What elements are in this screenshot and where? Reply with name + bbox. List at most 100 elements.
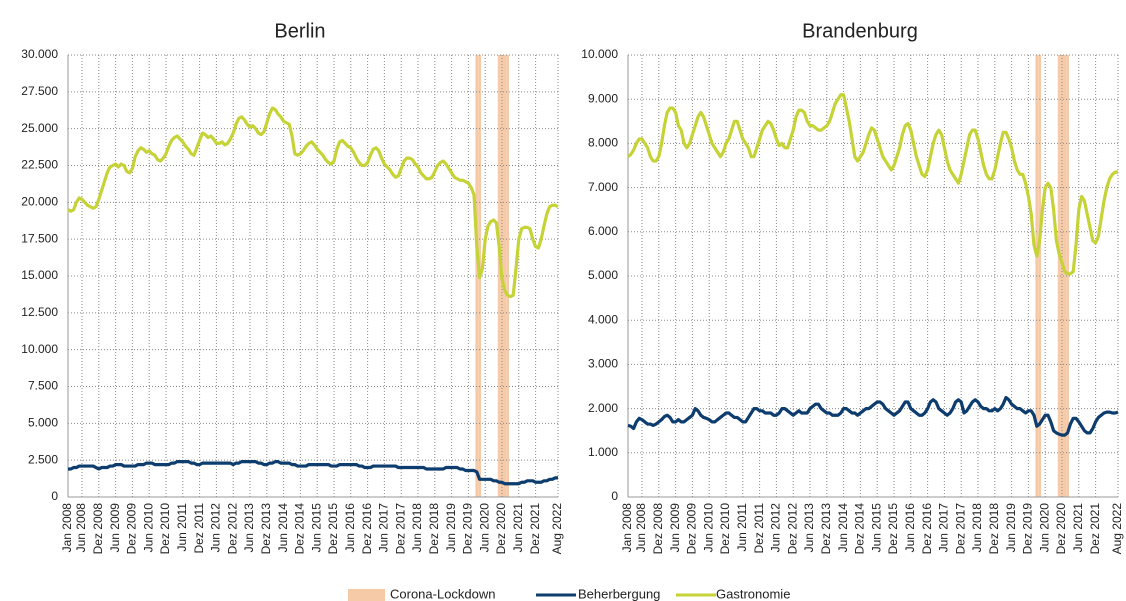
x-tick-label: Aug 2022 [1110,503,1124,555]
x-tick-label: Dez 2012 [225,503,239,555]
x-tick-label: Dez 2015 [326,503,340,555]
y-tick-label: 4.000 [588,312,618,326]
x-tick-label: Jun 2021 [511,503,525,553]
x-tick-label: Jun 2009 [108,503,122,553]
x-tick-label: Jun 2016 [343,503,357,553]
y-tick-label: 0 [51,489,58,503]
y-tick-label: 6.000 [588,224,618,238]
x-tick-label: Dez 2020 [1054,503,1068,555]
y-tick-label: 30.000 [21,47,58,61]
x-tick-label: Dez 2012 [785,503,799,555]
x-tick-label: Jun 2013 [802,503,816,553]
x-tick-label: Jun 2020 [1037,503,1051,553]
lockdown-bar [1063,55,1067,497]
x-tick-label: Jun 2019 [444,503,458,553]
x-tick-label: Jun 2009 [668,503,682,553]
y-tick-label: 15.000 [21,268,58,282]
x-tick-label: Jun 2012 [209,503,223,553]
x-tick-label: Dez 2014 [853,503,867,555]
y-tick-label: 9.000 [588,91,618,105]
y-tick-label: 3.000 [588,357,618,371]
x-tick-label: Dez 2009 [685,503,699,555]
x-tick-label: Jan 2008 [60,503,74,553]
x-tick-label: Dez 2018 [427,503,441,555]
legend-label: Gastronomie [716,586,790,601]
legend-swatch [348,589,385,601]
y-tick-label: 8.000 [588,136,618,150]
legend-label: Beherbergung [578,586,660,601]
y-tick-label: 10.000 [21,342,58,356]
x-tick-label: Dez 2008 [651,503,665,555]
x-tick-label: Dez 2020 [494,503,508,555]
x-tick-label: Jun 2013 [242,503,256,553]
x-tick-label: Dez 2016 [920,503,934,555]
x-tick-label: Jun 2014 [836,503,850,553]
series-line [68,460,558,486]
y-tick-label: 7.000 [588,180,618,194]
y-tick-label: 5.000 [28,416,58,430]
y-tick-label: 10.000 [581,47,618,61]
x-tick-label: Jun 2012 [769,503,783,553]
x-tick-label: Dez 2013 [819,503,833,555]
y-tick-label: 12.500 [21,305,58,319]
y-tick-label: 2.000 [588,401,618,415]
y-tick-label: 17.500 [21,231,58,245]
y-tick-label: 25.000 [21,121,58,135]
x-tick-label: Jun 2008 [74,503,88,553]
x-tick-label: Jun 2011 [735,503,749,552]
series-line [627,395,1119,437]
lockdown-bar [1057,55,1061,497]
lockdown-bar [506,55,509,497]
x-tick-label: Jun 2019 [1004,503,1018,553]
x-tick-label: Dez 2021 [1088,503,1102,555]
x-tick-label: Jun 2010 [701,503,715,553]
x-tick-label: Jun 2021 [1071,503,1085,553]
x-tick-label: Jun 2017 [377,503,391,553]
y-tick-label: 2.500 [28,452,58,466]
legend-label: Corona-Lockdown [390,586,496,601]
x-tick-label: Dez 2008 [91,503,105,555]
lockdown-bar [497,55,501,497]
x-tick-label: Dez 2010 [718,503,732,555]
x-tick-label: Jun 2008 [634,503,648,553]
x-tick-label: Dez 2016 [360,503,374,555]
x-tick-label: Jun 2015 [309,503,323,553]
x-tick-label: Jun 2018 [970,503,984,553]
x-tick-label: Dez 2018 [987,503,1001,555]
y-tick-label: 1.000 [588,445,618,459]
x-tick-label: Dez 2013 [259,503,273,555]
chart-title: Berlin [274,20,325,42]
y-tick-label: 22.500 [21,158,58,172]
x-tick-label: Jun 2018 [410,503,424,553]
x-tick-label: Dez 2011 [192,503,206,554]
x-tick-label: Aug 2022 [550,503,564,555]
x-tick-label: Dez 2017 [393,503,407,555]
chart-title: Brandenburg [802,20,918,42]
lockdown-bar [503,55,507,497]
x-tick-label: Jun 2014 [276,503,290,553]
x-tick-label: Dez 2015 [886,503,900,555]
x-tick-label: Jun 2011 [175,503,189,552]
x-tick-label: Dez 2009 [125,503,139,555]
lockdown-bar [1066,55,1069,497]
y-tick-label: 0 [611,489,618,503]
x-tick-label: Jun 2015 [869,503,883,553]
x-tick-label: Dez 2010 [158,503,172,555]
x-tick-label: Dez 2014 [293,503,307,555]
x-tick-label: Dez 2019 [461,503,475,555]
x-tick-label: Jun 2010 [141,503,155,553]
y-tick-label: 7.500 [28,379,58,393]
y-tick-label: 5.000 [588,268,618,282]
x-tick-label: Jan 2008 [620,503,634,553]
series-line [67,106,559,299]
y-tick-label: 20.000 [21,195,58,209]
y-tick-label: 27.500 [21,84,58,98]
x-tick-label: Jun 2016 [903,503,917,553]
x-tick-label: Dez 2011 [752,503,766,554]
x-tick-label: Dez 2021 [528,503,542,555]
x-tick-label: Jun 2017 [937,503,951,553]
lockdown-bar [1060,55,1064,497]
series-line [627,93,1118,276]
